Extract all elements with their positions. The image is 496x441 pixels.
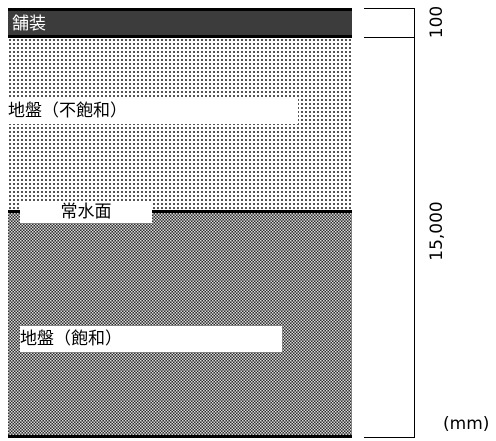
ground-depth-label: 15,000 xyxy=(427,201,447,261)
pavement-label: 舗装 xyxy=(12,14,46,34)
dimension-tick-bottom xyxy=(364,437,415,438)
saturated-ground-label: 地盤（飽和） xyxy=(20,326,282,352)
dimension-line xyxy=(414,8,415,438)
pavement-boundary-line xyxy=(8,35,352,38)
unsaturated-ground-label: 地盤（不飽和） xyxy=(8,98,298,124)
unit-label: (mm) xyxy=(443,414,490,434)
dimension-tick-pavement xyxy=(364,37,415,38)
water-table-label: 常水面 xyxy=(20,201,152,223)
saturated-ground-layer xyxy=(8,213,352,435)
unsaturated-ground-layer xyxy=(8,38,352,210)
ground-base-line xyxy=(8,435,352,438)
pavement-thickness-label: 100 xyxy=(427,5,447,39)
dimension-tick-top xyxy=(364,8,415,9)
pavement-layer: 舗装 xyxy=(8,8,352,36)
water-table-line xyxy=(8,210,352,213)
